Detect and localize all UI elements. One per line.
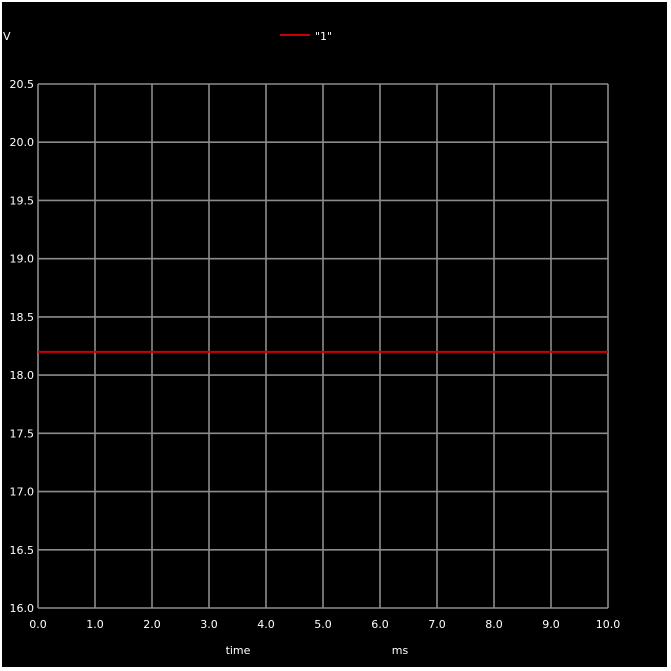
- x-tick-label: 3.0: [200, 618, 218, 631]
- y-tick-label: 20.5: [10, 78, 35, 91]
- y-tick-label: 17.5: [10, 427, 35, 440]
- x-tick-label: 6.0: [371, 618, 389, 631]
- y-tick-label: 18.5: [10, 311, 35, 324]
- x-tick-label: 8.0: [485, 618, 503, 631]
- legend-label-1: "1": [315, 30, 332, 43]
- tick-labels: 0.0 1.0 2.0 3.0 4.0 5.0 6.0 7.0 8.0 9.0 10.0 16.0 16…: [10, 78, 621, 631]
- x-tick-label: 0.0: [29, 618, 47, 631]
- x-unit-label: ms: [392, 644, 409, 657]
- y-tick-label: 18.0: [10, 369, 35, 382]
- y-tick-label: 17.0: [10, 486, 35, 499]
- y-tick-label: 19.0: [10, 253, 35, 266]
- y-tick-label: 20.0: [10, 136, 35, 149]
- y-unit-label: V: [3, 30, 11, 43]
- y-tick-label: 19.5: [10, 194, 35, 207]
- x-tick-label: 10.0: [596, 618, 621, 631]
- x-tick-label: 1.0: [86, 618, 104, 631]
- y-tick-label: 16.5: [10, 544, 35, 557]
- x-axis-label: time: [226, 644, 251, 657]
- y-tick-label: 16.0: [10, 602, 35, 615]
- x-tick-label: 2.0: [143, 618, 161, 631]
- x-tick-label: 9.0: [542, 618, 560, 631]
- x-tick-label: 7.0: [428, 618, 446, 631]
- grid-layer: [37, 83, 609, 609]
- x-tick-label: 4.0: [257, 618, 275, 631]
- x-tick-label: 5.0: [314, 618, 332, 631]
- legend: "1": [280, 30, 332, 43]
